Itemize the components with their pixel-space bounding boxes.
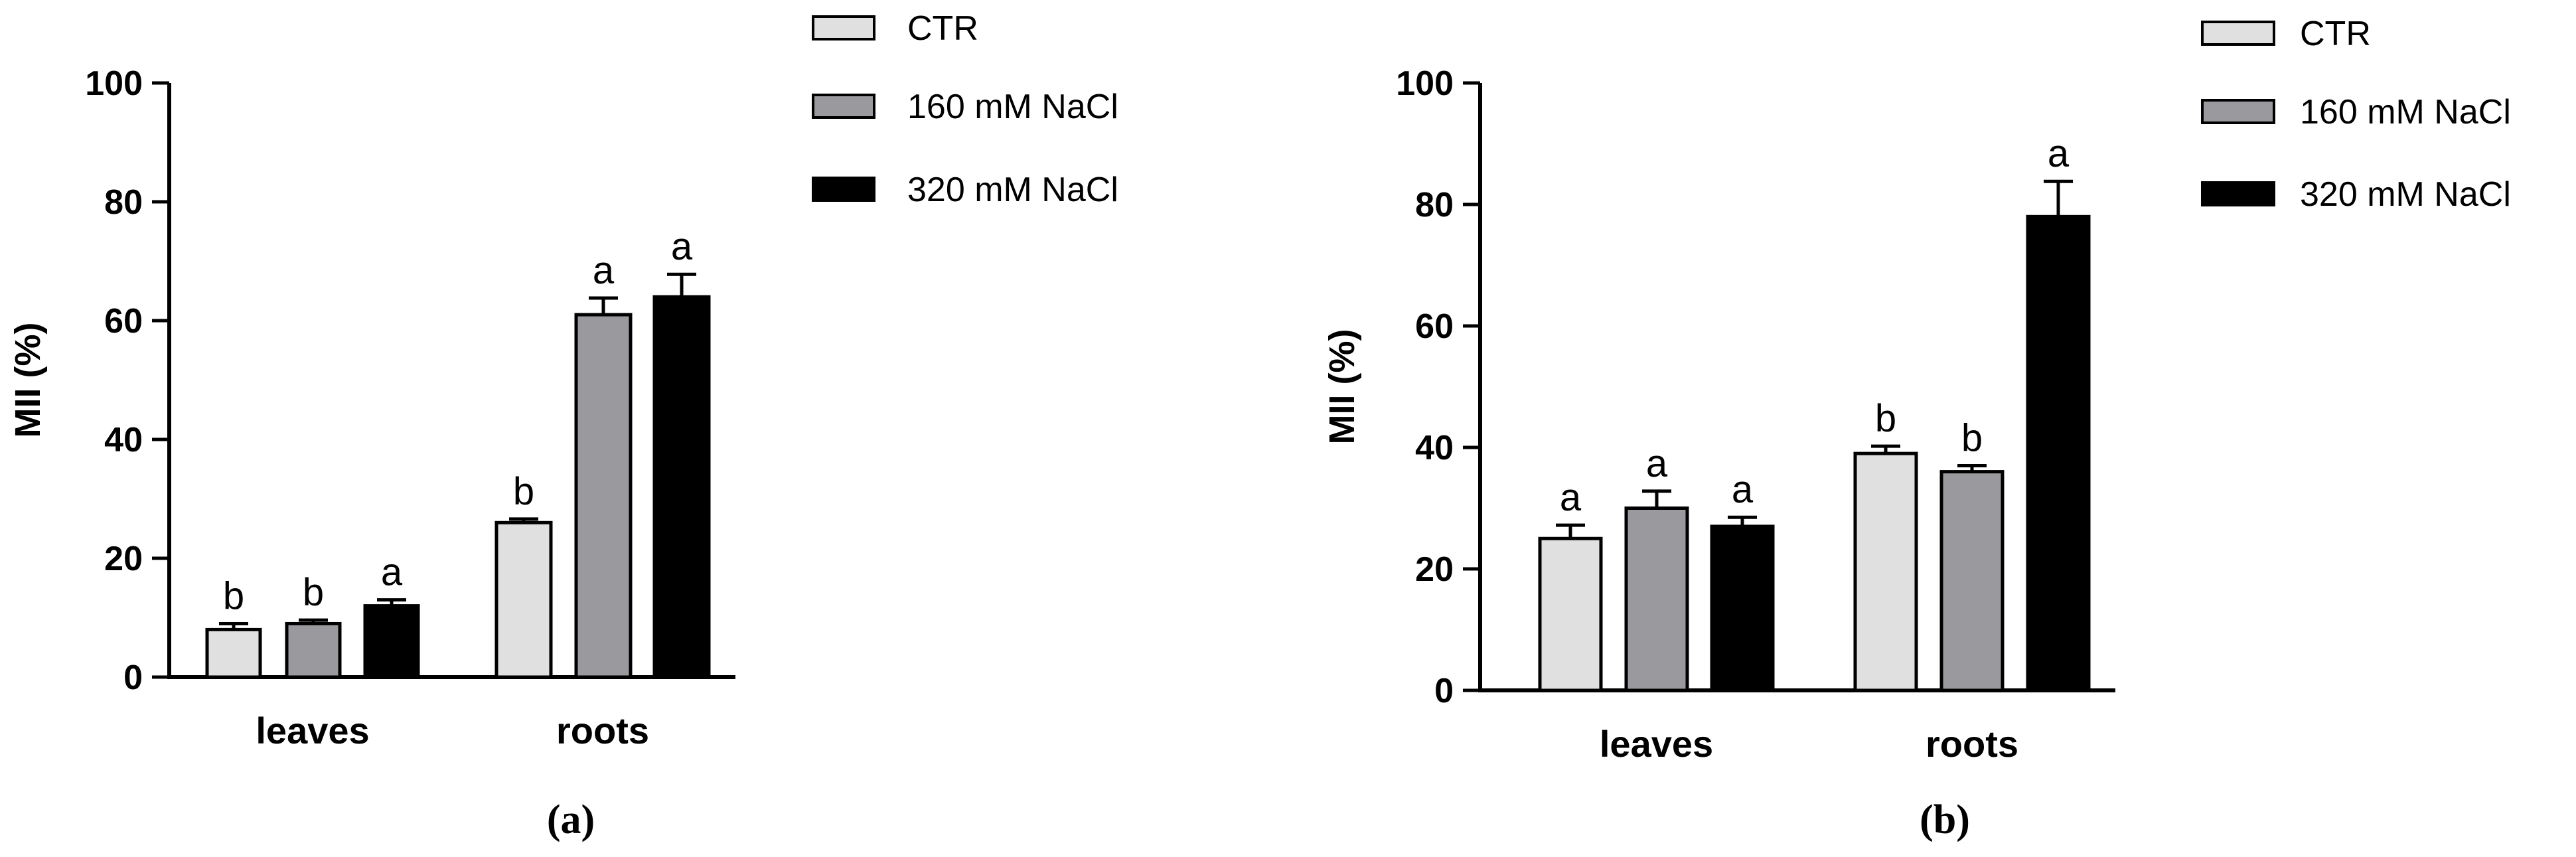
bar-leaves-0 bbox=[205, 627, 262, 679]
y-tick-label: 60 bbox=[104, 302, 143, 341]
y-tick-label: 80 bbox=[1415, 186, 1454, 224]
y-tick-label: 40 bbox=[1415, 429, 1454, 467]
legend-swatch bbox=[2201, 99, 2275, 124]
panel-label: (b) bbox=[1920, 797, 1970, 842]
significance-letter: b bbox=[1961, 416, 1983, 459]
bar-leaves-1 bbox=[1624, 506, 1689, 692]
legend-entry: CTR bbox=[2300, 15, 2371, 53]
significance-letter: b bbox=[1875, 397, 1896, 440]
y-axis-title: MII (%) bbox=[1322, 329, 1362, 445]
significance-letter: a bbox=[1560, 476, 1582, 519]
y-tick-label: 100 bbox=[85, 64, 143, 103]
significance-letter: a bbox=[1646, 442, 1668, 485]
significance-letter: a bbox=[671, 225, 693, 268]
y-tick-label: 60 bbox=[1415, 307, 1454, 346]
significance-letter: a bbox=[593, 249, 615, 292]
legend-entry: 320 mM NaCl bbox=[907, 171, 1118, 209]
bar-roots-1 bbox=[1939, 470, 2005, 692]
y-tick-label: 20 bbox=[104, 540, 143, 578]
x-category-label: roots bbox=[1926, 723, 2018, 765]
y-tick-label: 100 bbox=[1396, 64, 1454, 103]
legend-entry: 320 mM NaCl bbox=[2300, 175, 2511, 214]
significance-letter: a bbox=[381, 551, 403, 594]
bar-roots-0 bbox=[1853, 451, 1918, 692]
bar-leaves-2 bbox=[1710, 524, 1775, 692]
bar-leaves-1 bbox=[285, 621, 342, 679]
y-axis-title: MII (%) bbox=[8, 323, 48, 438]
x-category-label: leaves bbox=[256, 710, 369, 751]
bar-roots-2 bbox=[652, 295, 711, 679]
x-category-label: leaves bbox=[1600, 723, 1713, 765]
bar-roots-1 bbox=[574, 313, 633, 679]
legend-swatch bbox=[812, 15, 875, 40]
legend-swatch bbox=[2201, 181, 2275, 206]
y-tick-label: 40 bbox=[104, 421, 143, 459]
legend-swatch bbox=[2201, 21, 2275, 46]
significance-letter: a bbox=[1732, 468, 1754, 511]
y-tick-label: 20 bbox=[1415, 550, 1454, 589]
y-tick-label: 0 bbox=[1434, 672, 1454, 710]
significance-letter: b bbox=[303, 571, 324, 614]
bar-leaves-0 bbox=[1538, 536, 1603, 692]
legend-swatch bbox=[812, 177, 875, 202]
y-tick-label: 80 bbox=[104, 183, 143, 222]
y-tick-label: 0 bbox=[123, 659, 143, 697]
legend-entry: 160 mM NaCl bbox=[907, 88, 1118, 126]
x-category-label: roots bbox=[556, 710, 649, 751]
panel-label: (a) bbox=[547, 797, 595, 842]
bar-roots-2 bbox=[2026, 214, 2091, 692]
significance-letter: a bbox=[2048, 132, 2070, 175]
chart-panel-a: 0 20 40 60 80 100 MII (%) b b b a a a leaves roots CTR 1… bbox=[8, 9, 1118, 842]
significance-letter: b bbox=[223, 574, 244, 617]
legend-swatch bbox=[812, 94, 875, 119]
bar-leaves-2 bbox=[363, 604, 420, 679]
chart-panel-b: 0 20 40 60 80 100 MII (%) a b a b a a leaves roots CTR 1… bbox=[1322, 15, 2511, 842]
significance-letter: b bbox=[513, 470, 534, 513]
bar-roots-0 bbox=[494, 520, 553, 679]
legend-entry: CTR bbox=[907, 9, 978, 48]
legend-entry: 160 mM NaCl bbox=[2300, 93, 2511, 131]
